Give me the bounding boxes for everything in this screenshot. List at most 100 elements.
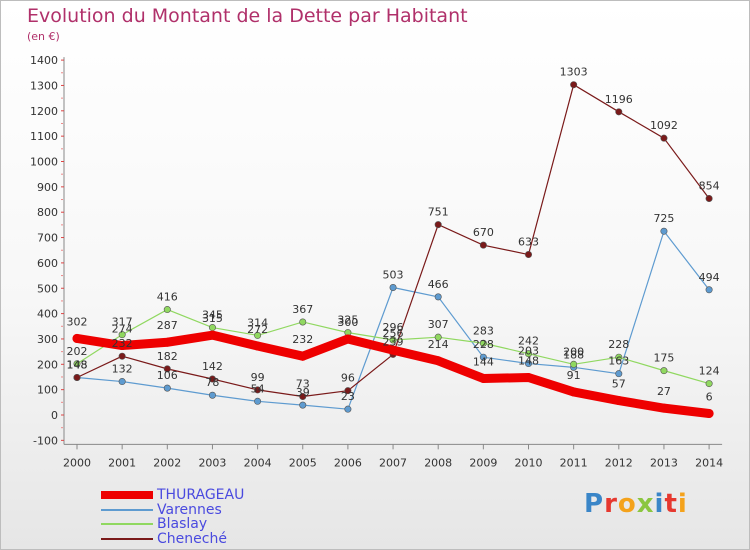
data-label: 132	[112, 363, 133, 376]
y-tick-label: 900	[37, 181, 58, 194]
data-label: 228	[473, 338, 494, 351]
data-label: 325	[337, 314, 358, 327]
x-tick-label: 2006	[334, 456, 362, 469]
data-label: 272	[247, 323, 268, 336]
data-label: 144	[473, 355, 494, 368]
data-label: 416	[157, 291, 178, 304]
y-tick-label: 200	[37, 358, 58, 371]
data-point	[118, 378, 126, 386]
data-point	[705, 380, 713, 388]
data-point	[479, 353, 487, 361]
y-tick-label: 1200	[30, 105, 58, 118]
logo-letter: r	[604, 489, 618, 519]
x-tick-label: 2008	[424, 456, 452, 469]
data-label: 307	[428, 318, 449, 331]
data-point	[570, 81, 578, 89]
data-point	[344, 387, 352, 395]
data-label: 314	[247, 316, 268, 329]
data-point	[163, 365, 171, 373]
legend-swatch	[101, 523, 153, 525]
proxiti-logo: Proxiti	[584, 489, 688, 519]
data-point	[117, 341, 127, 351]
data-label: 633	[518, 236, 539, 249]
data-label: 302	[67, 315, 88, 328]
data-label: 202	[67, 345, 88, 358]
data-point	[615, 108, 623, 116]
legend-label: Cheneché	[157, 531, 227, 547]
data-point	[254, 331, 262, 339]
legend-label: THURAGEAU	[157, 487, 245, 503]
legend-swatch	[101, 509, 153, 511]
logo-letter: P	[584, 489, 605, 519]
data-point	[659, 403, 669, 413]
legend-swatch	[101, 491, 153, 499]
data-label: 1196	[605, 93, 633, 106]
y-tick-label: 500	[37, 282, 58, 295]
y-tick-label: 300	[37, 333, 58, 346]
data-label: 148	[67, 358, 88, 371]
data-point	[388, 345, 398, 355]
data-label: 232	[112, 337, 133, 350]
data-point	[299, 392, 307, 400]
data-label: 239	[383, 335, 404, 348]
data-point	[434, 221, 442, 229]
data-point	[433, 356, 443, 366]
data-point	[660, 227, 668, 235]
data-point	[163, 306, 171, 314]
data-point	[524, 360, 532, 368]
chart-title: Evolution du Montant de la Dette par Hab…	[27, 5, 468, 27]
y-tick-label: 0	[51, 409, 58, 422]
data-point	[704, 408, 714, 418]
x-tick-label: 2010	[515, 456, 543, 469]
logo-letter: i	[677, 489, 688, 519]
data-label: 242	[518, 335, 539, 348]
logo-letter: i	[654, 489, 665, 519]
y-tick-label: 1100	[30, 130, 58, 143]
x-tick-label: 2011	[560, 456, 588, 469]
data-point	[434, 293, 442, 301]
legend-item: Blaslay	[101, 516, 207, 532]
data-point	[72, 333, 82, 343]
data-point	[705, 195, 713, 203]
y-tick-label: 1300	[30, 79, 58, 92]
data-point	[208, 324, 216, 332]
data-point	[254, 397, 262, 405]
data-point	[208, 375, 216, 383]
data-point	[615, 370, 623, 378]
data-label: 256	[383, 327, 404, 340]
data-point	[705, 286, 713, 294]
data-label: 39	[296, 386, 310, 399]
data-label: 1303	[560, 66, 588, 79]
x-tick-label: 2003	[198, 456, 226, 469]
y-tick-label: 800	[37, 206, 58, 219]
data-point	[524, 350, 532, 358]
data-label: 27	[657, 385, 671, 398]
y-tick-label: 700	[37, 232, 58, 245]
data-point	[479, 241, 487, 249]
x-tick-label: 2004	[244, 456, 272, 469]
data-label: 78	[205, 376, 219, 389]
legend-item: Varennes	[101, 502, 222, 518]
data-label: 466	[428, 278, 449, 291]
data-point	[660, 134, 668, 142]
data-label: 367	[292, 303, 313, 316]
data-point	[299, 401, 307, 409]
data-label: 274	[112, 323, 133, 336]
data-label: 300	[337, 316, 358, 329]
legend-label: Blaslay	[157, 516, 208, 532]
data-label: 315	[202, 312, 223, 325]
data-label: 6	[706, 390, 713, 403]
data-label: 163	[608, 355, 629, 368]
data-label: 317	[112, 316, 133, 329]
data-point	[73, 360, 81, 368]
data-label: 182	[157, 350, 178, 363]
data-label: 214	[428, 338, 449, 351]
y-tick-label: 1000	[30, 156, 58, 169]
x-tick-label: 2005	[289, 456, 317, 469]
data-label: 494	[699, 271, 720, 284]
legend-item: THURAGEAU	[101, 487, 244, 503]
data-point	[434, 333, 442, 341]
logo-letter: x	[636, 489, 655, 519]
data-point	[207, 330, 217, 340]
data-point	[614, 396, 624, 406]
